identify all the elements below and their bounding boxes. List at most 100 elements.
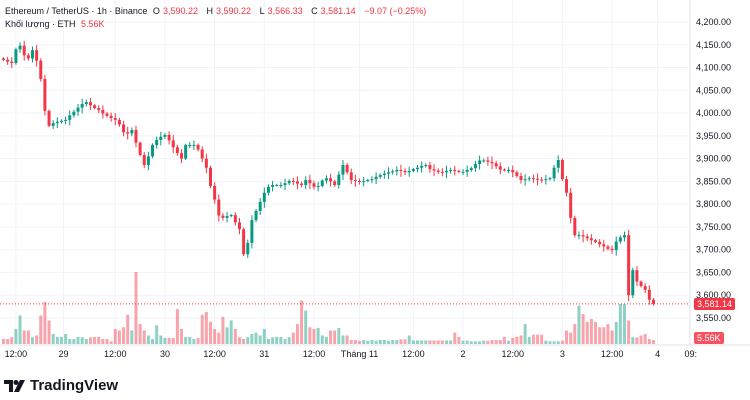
candle-body[interactable]: [449, 170, 453, 172]
candle-body[interactable]: [250, 220, 254, 243]
candle-body[interactable]: [275, 185, 279, 187]
candle-body[interactable]: [68, 115, 72, 120]
candle-body[interactable]: [440, 171, 444, 173]
candle-body[interactable]: [482, 160, 486, 162]
candle-body[interactable]: [610, 248, 614, 251]
candle-body[interactable]: [627, 235, 631, 296]
candle-body[interactable]: [26, 55, 30, 59]
candle-body[interactable]: [229, 215, 233, 217]
candle-body[interactable]: [113, 118, 117, 120]
candle-body[interactable]: [569, 192, 573, 218]
candle-body[interactable]: [217, 199, 221, 216]
candle-body[interactable]: [93, 105, 97, 109]
candle-body[interactable]: [473, 164, 477, 169]
candle-body[interactable]: [639, 281, 643, 287]
candle-body[interactable]: [271, 185, 275, 187]
candle-body[interactable]: [399, 170, 403, 172]
candle-body[interactable]: [151, 144, 155, 157]
candle-body[interactable]: [266, 186, 270, 193]
candle-body[interactable]: [312, 183, 316, 187]
candle-body[interactable]: [635, 270, 639, 282]
candle-body[interactable]: [47, 110, 51, 126]
candle-body[interactable]: [200, 149, 204, 159]
candle-body[interactable]: [353, 180, 357, 182]
candle-body[interactable]: [573, 217, 577, 236]
candle-body[interactable]: [560, 159, 564, 180]
candle-body[interactable]: [540, 179, 544, 181]
candle-body[interactable]: [428, 164, 432, 170]
candle-body[interactable]: [366, 180, 370, 182]
candle-body[interactable]: [457, 170, 461, 172]
candle-body[interactable]: [130, 129, 134, 134]
candle-body[interactable]: [598, 241, 602, 245]
candle-body[interactable]: [30, 50, 34, 59]
candle-body[interactable]: [225, 216, 229, 218]
candle-body[interactable]: [117, 119, 121, 125]
candle-body[interactable]: [101, 109, 105, 114]
candle-body[interactable]: [159, 136, 163, 140]
candle-body[interactable]: [585, 236, 589, 239]
candle-body[interactable]: [420, 165, 424, 168]
candle-body[interactable]: [341, 164, 345, 175]
candle-body[interactable]: [188, 144, 192, 146]
candle-body[interactable]: [382, 173, 386, 176]
candle-body[interactable]: [184, 144, 188, 159]
candle-body[interactable]: [246, 242, 250, 255]
candle-body[interactable]: [279, 185, 283, 187]
symbol-label[interactable]: Ethereum / TetherUS · 1h · Binance: [5, 6, 148, 16]
candle-body[interactable]: [59, 120, 63, 122]
candle-body[interactable]: [6, 59, 10, 62]
candle-body[interactable]: [324, 178, 328, 181]
candle-body[interactable]: [519, 175, 523, 181]
candle-body[interactable]: [14, 49, 18, 63]
candle-body[interactable]: [329, 178, 333, 182]
candle-body[interactable]: [651, 299, 655, 304]
candle-body[interactable]: [134, 129, 138, 143]
candle-body[interactable]: [283, 183, 287, 186]
candle-body[interactable]: [22, 45, 26, 56]
candle-body[interactable]: [618, 237, 622, 242]
candle-body[interactable]: [105, 113, 109, 116]
candle-body[interactable]: [602, 244, 606, 247]
candle-body[interactable]: [395, 170, 399, 172]
candle-body[interactable]: [291, 180, 295, 182]
candle-body[interactable]: [2, 58, 5, 60]
candle-body[interactable]: [589, 238, 593, 241]
candle-body[interactable]: [387, 172, 391, 174]
candle-body[interactable]: [544, 179, 548, 181]
candle-body[interactable]: [556, 159, 560, 168]
candle-body[interactable]: [478, 160, 482, 165]
candle-body[interactable]: [606, 246, 610, 249]
candle-body[interactable]: [196, 144, 200, 150]
candle-body[interactable]: [287, 180, 291, 184]
candle-body[interactable]: [333, 181, 337, 186]
candle-body[interactable]: [64, 119, 68, 121]
candle-body[interactable]: [432, 169, 436, 171]
candle-body[interactable]: [39, 60, 43, 79]
candle-body[interactable]: [304, 180, 308, 186]
candle-body[interactable]: [204, 158, 208, 168]
candle-body[interactable]: [374, 176, 378, 180]
candle-body[interactable]: [581, 235, 585, 237]
candle-body[interactable]: [498, 166, 502, 170]
candle-body[interactable]: [548, 178, 552, 180]
candle-body[interactable]: [490, 161, 494, 164]
candle-body[interactable]: [233, 215, 237, 223]
candle-body[interactable]: [403, 170, 407, 173]
candle-body[interactable]: [577, 235, 581, 237]
candle-body[interactable]: [494, 163, 498, 167]
candle-body[interactable]: [80, 103, 84, 108]
candle-body[interactable]: [262, 192, 266, 202]
candle-body[interactable]: [97, 108, 101, 110]
candle-body[interactable]: [43, 78, 47, 111]
candle-body[interactable]: [316, 185, 320, 187]
candle-body[interactable]: [453, 170, 457, 172]
candle-body[interactable]: [536, 178, 540, 180]
candle-body[interactable]: [407, 170, 411, 173]
candle-body[interactable]: [643, 286, 647, 290]
candle-body[interactable]: [631, 270, 635, 296]
candle-body[interactable]: [647, 289, 651, 300]
candle-body[interactable]: [469, 168, 473, 171]
candle-body[interactable]: [237, 222, 241, 230]
candle-body[interactable]: [88, 102, 92, 106]
